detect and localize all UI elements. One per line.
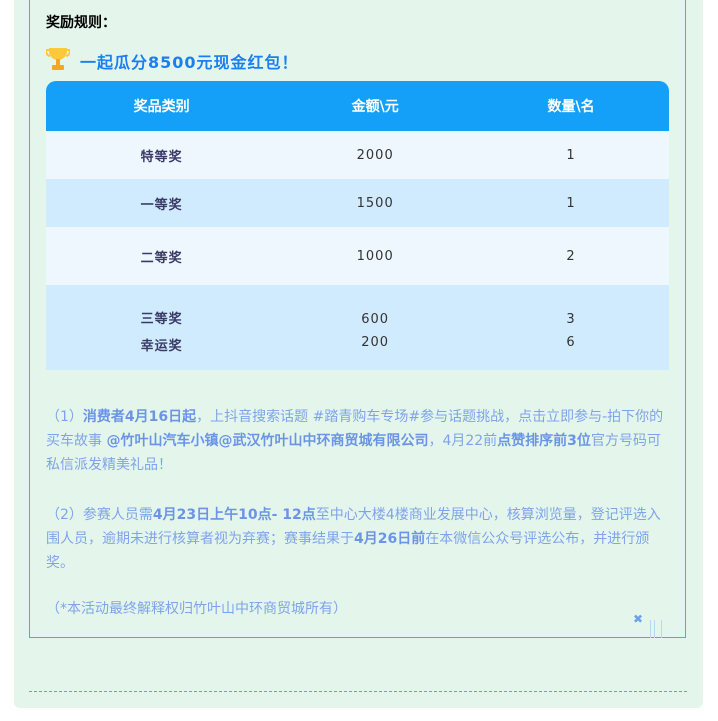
header-category: 奖品类别 xyxy=(46,81,278,131)
prize-category: 三等奖 xyxy=(46,285,278,331)
prize-amount: 600 xyxy=(277,285,474,331)
headline-text: 一起瓜分8500元现金红包！ xyxy=(80,53,299,72)
rules-title: 奖励规则： xyxy=(46,15,116,31)
prize-count: 3 xyxy=(473,285,669,331)
prize-amount: 1500 xyxy=(277,179,474,227)
prize-table: 奖品类别 金额\元 数量\名 特等奖 2000 1 一等奖 1500 1 二等奖… xyxy=(46,81,669,370)
disclaimer-note: （*本活动最终解释权归竹叶山中环商贸城所有） xyxy=(46,601,347,617)
text: 至中心大楼4楼商业发展中心，核算浏览量，登记评选入围人员，逾期未进行核算者视为弃… xyxy=(46,507,661,547)
prize-count: 1 xyxy=(473,131,669,179)
prize-amount: 2000 xyxy=(277,131,474,179)
decorative-lines xyxy=(650,620,662,638)
prize-category: 二等奖 xyxy=(46,227,278,285)
text: （2）参赛人员需 xyxy=(46,507,153,523)
prize-amount: 1000 xyxy=(277,227,474,285)
prize-amount: 200 xyxy=(277,331,474,370)
prize-category: 特等奖 xyxy=(46,131,278,179)
table-row: 一等奖 1500 1 xyxy=(46,179,669,227)
bold-text: 消费者4月16日起 xyxy=(82,409,197,425)
prize-category: 幸运奖 xyxy=(46,331,278,370)
text: 在本微信公众号评选公布，并进行颁奖。 xyxy=(46,531,650,571)
text: 官方号码可私信派发精美礼品！ xyxy=(46,433,661,473)
text: ，4月22前 xyxy=(428,433,498,449)
prize-count: 6 xyxy=(473,331,669,370)
table-row: 三等奖 600 3 xyxy=(46,285,669,331)
prize-count: 2 xyxy=(473,227,669,285)
rule-paragraph-2: （2）参赛人员需4月23日上午10点- 12点至中心大楼4楼商业发展中心，核算浏… xyxy=(46,503,666,575)
headline: 一起瓜分8500元现金红包！ xyxy=(44,46,299,76)
bold-text: 4月26日前 xyxy=(354,531,426,547)
rules-box xyxy=(29,0,686,638)
text: （1） xyxy=(46,409,83,425)
trophy-icon xyxy=(44,46,72,76)
text: ，上抖音搜索话题 #踏青购车专场#参与话题挑战，点击立即参与-拍下你的买车故事 xyxy=(46,409,664,449)
bold-text: @竹叶山汽车小镇@武汉竹叶山中环商贸城有限公司 xyxy=(106,433,429,449)
table-row: 特等奖 2000 1 xyxy=(46,131,669,179)
bold-text: 点赞排序前3位 xyxy=(497,433,591,449)
rule-paragraph-1: （1）消费者4月16日起，上抖音搜索话题 #踏青购车专场#参与话题挑战，点击立即… xyxy=(46,405,666,477)
bold-text: 4月23日上午10点- 12点 xyxy=(152,507,316,523)
header-amount: 金额\元 xyxy=(277,81,474,131)
prize-category: 一等奖 xyxy=(46,179,278,227)
table-row: 二等奖 1000 2 xyxy=(46,227,669,285)
header-count: 数量\名 xyxy=(473,81,669,131)
close-decoration-icon: ✖ xyxy=(633,612,644,626)
table-row: 幸运奖 200 6 xyxy=(46,331,669,370)
prize-count: 1 xyxy=(473,179,669,227)
table-header: 奖品类别 金额\元 数量\名 xyxy=(46,81,669,131)
dashed-divider xyxy=(29,691,687,692)
